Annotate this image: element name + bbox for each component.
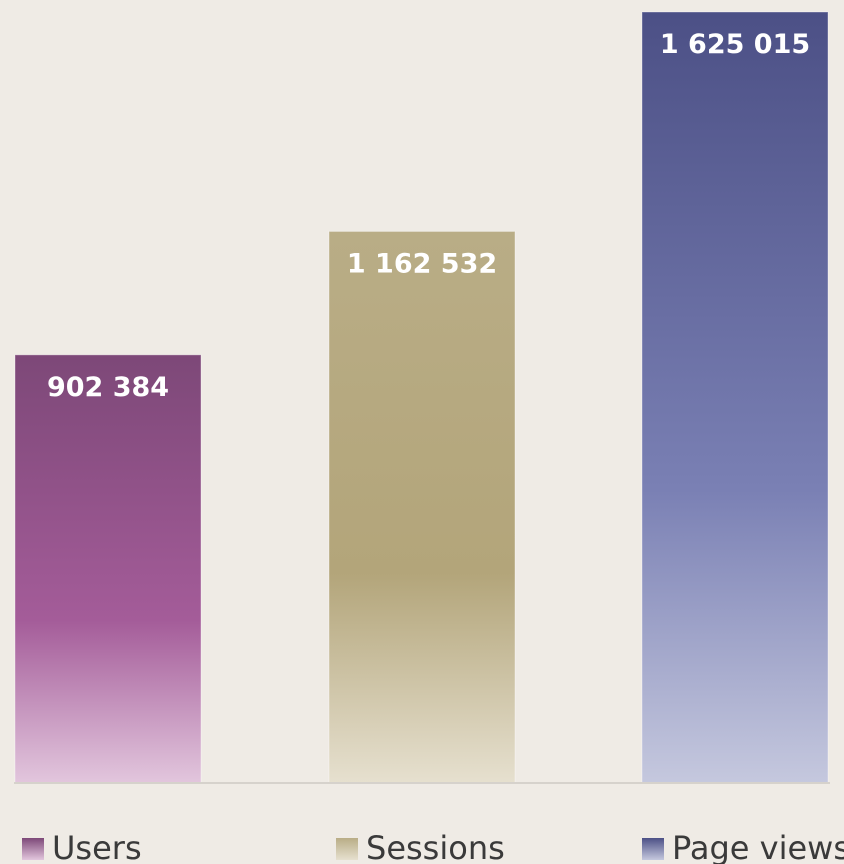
legend-label-page-views: Page views [672,829,844,864]
bar-users [14,354,202,784]
legend-swatch-sessions [336,838,358,860]
data-label-page-views: 1 625 015 [660,29,810,60]
bars-group [14,11,829,784]
legend-label-sessions: Sessions [366,829,505,864]
bar-sessions [328,230,516,784]
legend-label-users: Users [52,829,142,864]
legend-swatch-users [22,838,44,860]
legend-swatch-page-views [642,838,664,860]
data-label-users: 902 384 [47,372,169,403]
bar-page-views [641,11,829,784]
legend: Users Sessions Page views [22,829,844,864]
data-label-sessions: 1 162 532 [347,248,497,279]
data-labels-group: 902 384 1 162 532 1 625 015 [47,29,810,403]
